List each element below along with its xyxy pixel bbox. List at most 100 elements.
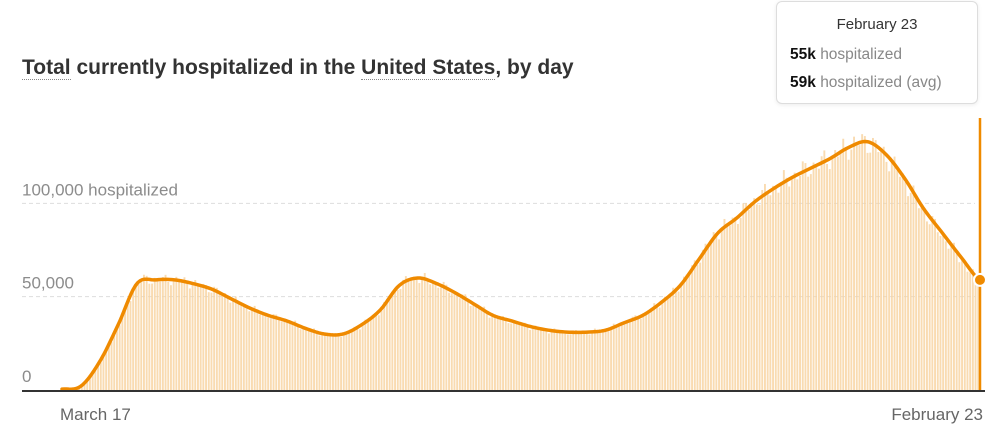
daily-bar <box>399 288 402 390</box>
daily-bar <box>799 175 801 390</box>
daily-bar <box>545 329 548 390</box>
daily-bar <box>329 335 332 390</box>
daily-bar <box>907 196 909 390</box>
daily-bar <box>942 233 945 390</box>
daily-bar <box>512 320 515 390</box>
daily-bar <box>734 217 737 390</box>
x-tick-labels: March 17 February 23 <box>60 405 983 424</box>
daily-bar <box>745 203 747 390</box>
daily-bar <box>920 207 923 390</box>
daily-bar <box>909 192 912 390</box>
daily-bar <box>321 335 324 390</box>
daily-bar <box>542 327 545 390</box>
daily-bar <box>828 169 831 390</box>
y-tick-labels: 0 50,000 100,000 hospitalized <box>22 180 178 386</box>
daily-bar <box>499 318 502 390</box>
daily-bar <box>299 329 302 390</box>
daily-bar <box>931 216 934 390</box>
daily-bar <box>288 324 291 390</box>
daily-bar <box>261 313 264 390</box>
title-suffix: , by day <box>495 56 574 79</box>
daily-bar <box>658 307 661 390</box>
daily-bar <box>731 217 734 390</box>
daily-bar <box>164 274 167 390</box>
daily-bar <box>928 224 931 390</box>
title-total[interactable]: Total <box>22 56 71 80</box>
daily-bar <box>359 329 361 390</box>
daily-bar <box>890 160 893 390</box>
daily-bar <box>418 283 421 390</box>
daily-bar <box>656 305 658 390</box>
daily-bar <box>369 319 372 390</box>
daily-bar <box>526 327 529 390</box>
daily-bar <box>818 168 820 390</box>
daily-bar <box>477 309 480 390</box>
daily-bar <box>707 245 710 390</box>
daily-bar <box>917 208 920 390</box>
daily-bar <box>199 286 202 390</box>
daily-bar <box>645 312 648 390</box>
daily-bar <box>491 316 494 390</box>
daily-bar <box>137 284 140 390</box>
daily-bar <box>440 287 442 390</box>
daily-bar <box>296 325 299 390</box>
daily-bar <box>939 235 942 390</box>
daily-bar <box>685 274 688 390</box>
daily-bar <box>750 204 753 390</box>
daily-bar <box>915 195 918 390</box>
daily-bar <box>912 185 915 390</box>
daily-bar <box>575 330 577 390</box>
daily-bar <box>83 383 86 390</box>
daily-bar <box>91 374 94 390</box>
tooltip-row-avg: 59k hospitalized (avg) <box>790 74 942 92</box>
daily-bar <box>548 333 550 390</box>
daily-bar <box>591 330 594 390</box>
daily-bar <box>629 321 631 390</box>
daily-bar <box>361 324 364 390</box>
daily-bar <box>855 142 858 390</box>
daily-bar <box>923 209 926 390</box>
daily-bar <box>847 159 850 390</box>
daily-bar <box>485 311 488 390</box>
tooltip-label-avg: hospitalized (avg) <box>820 74 942 91</box>
daily-bar <box>782 170 785 390</box>
daily-bar <box>248 311 251 390</box>
daily-bar <box>310 330 313 390</box>
title-location[interactable]: United States <box>361 56 496 80</box>
daily-bar <box>850 149 853 390</box>
daily-bar <box>102 355 105 390</box>
daily-bar <box>661 301 664 390</box>
daily-bar <box>337 336 340 390</box>
daily-bar <box>475 304 477 390</box>
series-line-avg <box>60 139 982 391</box>
daily-bar <box>159 281 162 390</box>
daily-bar <box>896 170 899 390</box>
daily-bar <box>97 366 99 390</box>
daily-bar <box>445 284 448 390</box>
daily-bar <box>494 314 496 390</box>
daily-bar <box>604 329 607 390</box>
daily-bar <box>688 273 691 390</box>
daily-bar <box>86 380 89 390</box>
daily-bar <box>699 262 702 390</box>
daily-bar <box>569 334 572 390</box>
daily-bar <box>534 325 537 390</box>
hover-tooltip: February 23 55k hospitalized 59k hospita… <box>776 1 978 104</box>
daily-bar <box>904 181 907 390</box>
daily-bar <box>872 137 874 390</box>
daily-bar <box>207 292 210 390</box>
daily-bar <box>866 152 869 390</box>
daily-bar <box>969 272 972 390</box>
daily-bar <box>839 150 842 390</box>
tooltip-value-avg: 59k <box>790 74 816 91</box>
daily-bar <box>950 244 953 390</box>
daily-bar <box>391 293 394 390</box>
title-middle: currently hospitalized in the <box>70 56 362 79</box>
daily-bar <box>842 138 845 390</box>
daily-bar <box>774 187 777 390</box>
daily-bar <box>113 334 116 390</box>
daily-bar <box>755 204 758 390</box>
daily-bar <box>764 183 766 390</box>
daily-bar <box>94 369 97 390</box>
